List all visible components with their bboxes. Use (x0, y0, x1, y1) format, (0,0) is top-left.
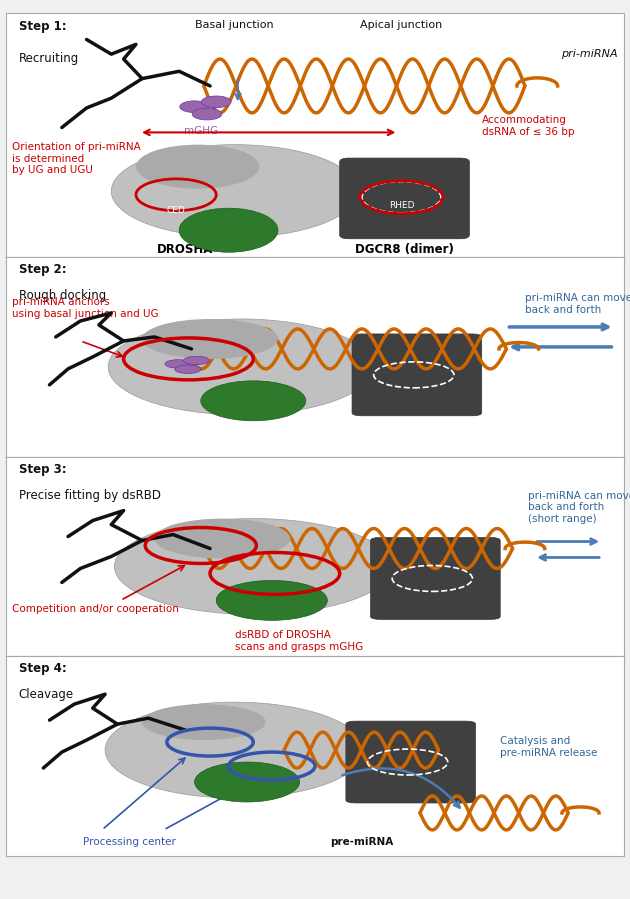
Text: dsRBD of DROSHA
scans and grasps mGHG: dsRBD of DROSHA scans and grasps mGHG (235, 630, 363, 652)
Ellipse shape (142, 319, 278, 359)
Text: Accommodating
dsRNA of ≤ 36 bp: Accommodating dsRNA of ≤ 36 bp (482, 115, 574, 137)
Ellipse shape (115, 519, 392, 614)
Text: Basal junction: Basal junction (195, 20, 274, 30)
Text: pri-miRNA anchors
using basal junction and UG: pri-miRNA anchors using basal junction a… (13, 297, 159, 318)
Text: DROSHA: DROSHA (157, 243, 214, 256)
FancyBboxPatch shape (370, 538, 500, 619)
Circle shape (180, 101, 209, 112)
Ellipse shape (136, 145, 260, 189)
Text: pri-miRNA can move
back and forth: pri-miRNA can move back and forth (525, 293, 630, 315)
Text: mGHG: mGHG (184, 126, 218, 137)
Text: Rough docking: Rough docking (19, 289, 106, 302)
Circle shape (175, 365, 201, 373)
Text: pri-miRNA can move
back and forth
(short range): pri-miRNA can move back and forth (short… (528, 491, 630, 524)
Text: pre-miRNA: pre-miRNA (329, 837, 393, 847)
Ellipse shape (105, 702, 364, 798)
FancyBboxPatch shape (340, 158, 469, 239)
Text: CED: CED (167, 206, 185, 215)
Ellipse shape (179, 209, 278, 253)
Text: DGCR8 (dimer): DGCR8 (dimer) (355, 243, 454, 256)
Text: Step 1:: Step 1: (19, 20, 66, 33)
Text: Competition and/or cooperation: Competition and/or cooperation (13, 604, 180, 614)
Ellipse shape (112, 145, 358, 237)
Ellipse shape (216, 581, 328, 620)
Ellipse shape (201, 381, 306, 421)
Text: Step 2:: Step 2: (19, 263, 66, 276)
Ellipse shape (154, 519, 290, 558)
Text: Step 3:: Step 3: (19, 463, 66, 476)
Circle shape (165, 360, 191, 368)
Text: Recruiting: Recruiting (19, 52, 79, 65)
Circle shape (202, 96, 231, 108)
Text: Processing center: Processing center (83, 837, 176, 847)
Text: pri-miRNA: pri-miRNA (561, 49, 617, 59)
FancyBboxPatch shape (346, 721, 476, 803)
Ellipse shape (108, 319, 374, 414)
Text: Cleavage: Cleavage (19, 689, 74, 701)
Circle shape (192, 108, 222, 120)
Circle shape (183, 356, 209, 365)
Ellipse shape (195, 762, 300, 802)
Text: RHED: RHED (389, 201, 414, 210)
Text: Catalysis and
pre-miRNA release: Catalysis and pre-miRNA release (500, 736, 598, 758)
Text: Apical junction: Apical junction (360, 20, 442, 30)
Ellipse shape (142, 704, 266, 740)
Text: Orientation of pri-miRNA
is determined
by UG and UGU: Orientation of pri-miRNA is determined b… (13, 142, 141, 175)
Text: Precise fitting by dsRBD: Precise fitting by dsRBD (19, 489, 161, 502)
FancyBboxPatch shape (352, 334, 482, 415)
Text: Step 4:: Step 4: (19, 663, 66, 675)
